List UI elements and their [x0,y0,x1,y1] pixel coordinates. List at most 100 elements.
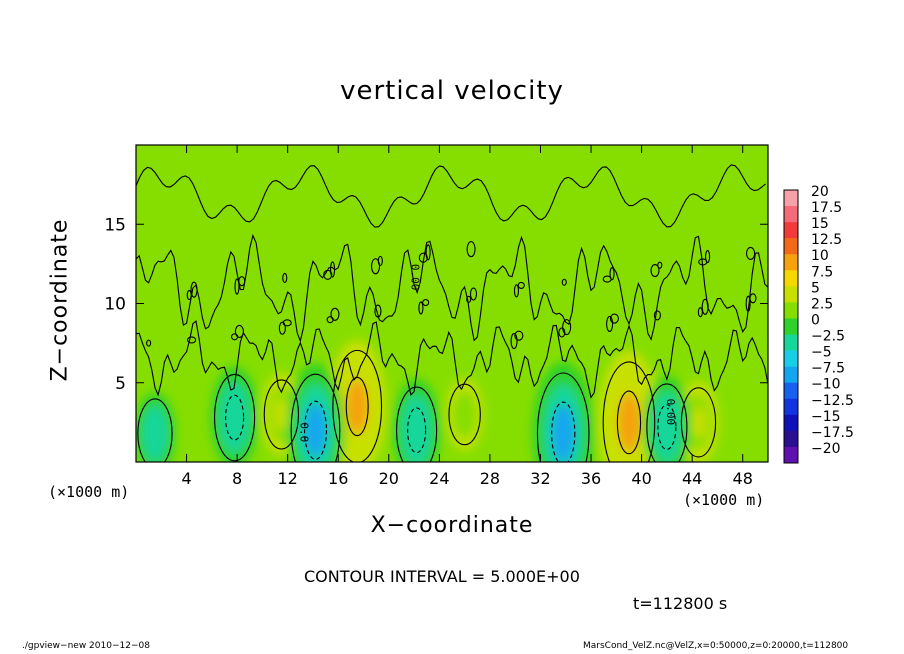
contour-eddy-29 [418,252,428,263]
contour-zero-4 [448,383,481,446]
contour-zero-6 [536,372,590,462]
contour-eddy-30 [513,284,520,298]
contour-zero-1 [602,361,656,462]
colorbar-label-13: −12.5 [811,393,854,409]
x-tick-label-12: 12 [278,469,298,488]
contour-eddy-18 [609,267,615,281]
footer-left: ./gpview−new 2010−12−08 [22,641,150,651]
contour-eddy-44 [602,275,612,283]
contour-zero-10 [137,398,173,462]
contour-eddy-10 [469,287,478,301]
contour-eddy-11 [562,319,572,336]
contour-eddy-5 [609,313,619,324]
contour-eddy-27 [234,278,240,295]
contour-eddy-32 [698,258,708,266]
contour-eddy-4 [517,281,525,289]
x-tick-label-20: 20 [379,469,399,488]
contour-inner-7 [225,394,245,441]
contour-eddy-34 [278,321,286,335]
colorbar-swatch-7 [784,302,798,319]
colorbar-label-15: −17.5 [811,425,854,441]
colorbar-swatch-2 [784,222,798,239]
colorbar-swatch-11 [784,366,798,384]
contour-eddy-36 [466,295,472,303]
colorbar-label-9: −2.5 [811,329,845,345]
contour-label-0: 0.00 [409,264,422,291]
x-tick-label-4: 4 [181,469,191,488]
colorbar-label-16: −20 [811,441,841,457]
contour-eddy-6 [705,250,711,264]
updraft-core-2 [273,397,289,432]
contour-eddy-3 [425,244,431,261]
contour-eddy-7 [190,281,198,298]
contour-eddy-38 [650,263,660,278]
contour-eddy-25 [653,310,661,321]
footer-right: MarsCond_VelZ.nc@VelZ,x=0:50000,z=0:2000… [583,641,849,651]
colorbar-label-3: 12.5 [811,232,842,248]
contour-eddy-19 [701,298,709,315]
x-tick-label-48: 48 [733,469,753,488]
contour-zero-7 [214,373,256,462]
contour-interval: CONTOUR INTERVAL = 5.000E+00 [304,567,580,586]
y-tick-label-5: 5 [115,374,126,394]
colorbar-swatch-13 [784,398,798,416]
contour-eddy-15 [330,261,336,278]
contour-eddy-37 [558,327,566,338]
colorbar-swatch-15 [784,430,798,448]
chart-title: vertical velocity [340,76,564,106]
contour-eddy-20 [187,336,197,344]
updraft-core-3 [690,405,706,440]
colorbar-label-2: 15 [811,216,829,232]
contour-label-2: 0.00 [664,399,677,426]
contour-eddy-17 [514,330,524,341]
colorbar-swatch-5 [784,270,798,287]
plot-area: 0.00 0.0 0.00 [136,145,768,462]
contour-eddy-45 [697,307,703,318]
x-tick-label-44: 44 [682,469,702,488]
x-axis-label: X−coordinate [370,513,534,538]
contour-eddy-22 [374,304,382,318]
contour-eddy-12 [657,261,663,269]
x-tick-label-28: 28 [480,469,500,488]
x-tick-label-8: 8 [232,469,242,488]
colorbar-swatch-8 [784,318,798,335]
colorbar-label-10: −5 [811,345,832,361]
contour-lower-layer [136,320,768,399]
contour-inner-0 [345,376,369,437]
x-tick-label-36: 36 [581,469,601,488]
contour-eddy-40 [231,333,239,341]
contour-inner-9 [657,404,677,451]
contour-eddy-0 [146,339,152,347]
contour-eddy-42 [418,301,424,315]
x-tick-label-40: 40 [631,469,651,488]
contour-eddy-14 [234,324,244,338]
contour-eddy-41 [323,269,333,280]
colorbar-label-8: 0 [811,312,820,328]
colorbar-label-5: 7.5 [811,264,833,280]
contour-label-1: 0.0 [297,422,310,442]
contour-eddy-16 [422,298,430,307]
updraft-core-4 [457,399,472,430]
colorbar-label-12: −10 [811,377,841,393]
contour-zero-3 [680,387,717,458]
colorbar-label-4: 10 [811,248,829,264]
colorbar-swatch-14 [784,414,798,432]
x-unit-right: (×1000 m) [683,491,765,509]
colorbar-swatch-6 [784,286,798,303]
contour-eddy-24 [561,278,567,286]
colorbar-frame [783,189,799,464]
contour-eddy-2 [330,307,340,321]
contour-top-layer [136,164,766,228]
contour-eddy-21 [282,272,288,284]
contour-zero-0 [332,349,383,462]
contour-zero-9 [646,383,688,462]
contour-eddy-33 [186,290,192,301]
contour-zero-5 [290,373,341,462]
x-tick-label-32: 32 [530,469,550,488]
contour-zero-8 [396,386,438,462]
colorbar-swatch-9 [784,334,798,351]
contour-inner-5 [303,400,327,460]
downdraft-core-6 [551,404,575,462]
updraft-core-0 [346,379,368,434]
